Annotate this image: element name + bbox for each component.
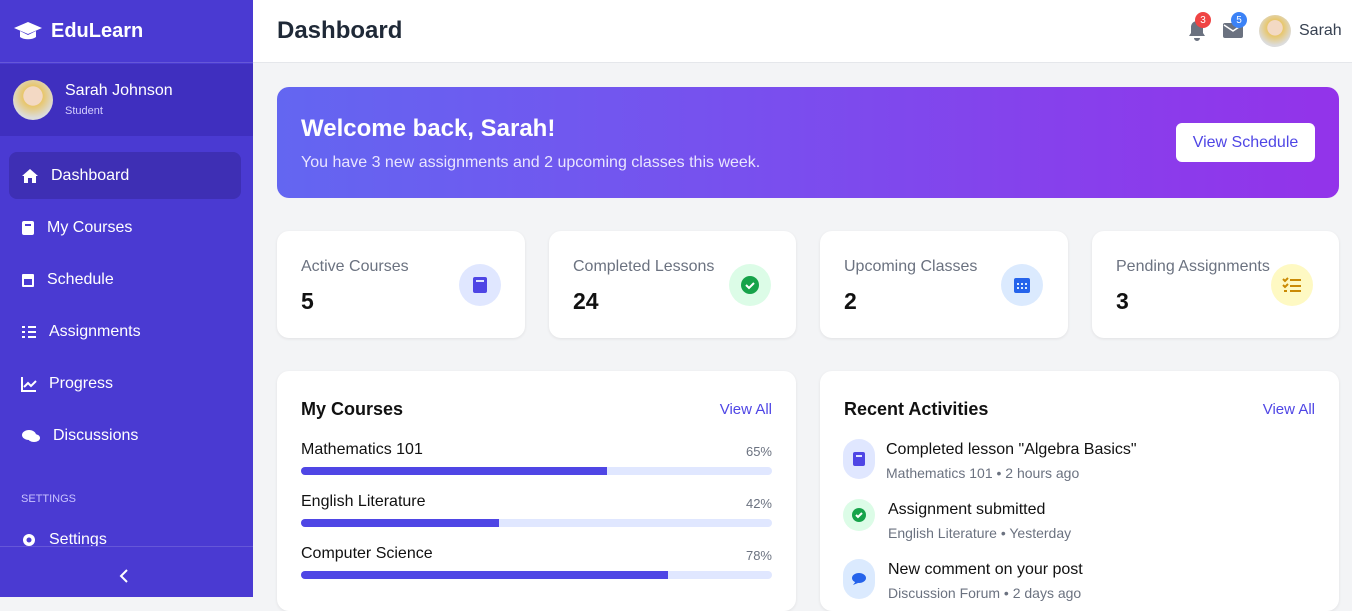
- nav-label: My Courses: [47, 218, 133, 236]
- brand-icon: [14, 22, 42, 40]
- progress-track: [301, 467, 772, 475]
- message-badge: 5: [1231, 12, 1247, 28]
- activity-icon: [843, 439, 875, 479]
- notification-badge: 3: [1195, 12, 1211, 28]
- page-title: Dashboard: [277, 17, 403, 44]
- progress-bar: [301, 519, 499, 527]
- activity-meta: Mathematics 101 • 2 hours ago: [886, 465, 1080, 481]
- course-name: English Literature: [301, 493, 426, 510]
- activity-icon: [843, 559, 875, 599]
- section-label: SETTINGS: [21, 493, 77, 505]
- nav-label: Assignments: [49, 322, 141, 340]
- brand[interactable]: EduLearn: [0, 0, 253, 63]
- view-all-link[interactable]: View All: [719, 401, 772, 418]
- welcome-banner: Welcome back, Sarah! You have 3 new assi…: [277, 87, 1339, 198]
- icon: [22, 220, 34, 235]
- icon: [22, 325, 36, 338]
- nav-label: Discussions: [53, 426, 139, 444]
- stat-icon: [729, 264, 771, 306]
- nav-label: Settings: [49, 530, 107, 548]
- collapse-icon: [119, 569, 128, 583]
- courses-card: My Courses View All Mathematics 101 65% En…: [277, 371, 796, 611]
- stat-label: Upcoming Classes: [844, 258, 978, 275]
- stat-label: Active Courses: [301, 258, 409, 275]
- stat-card: Completed Lessons 24: [549, 231, 796, 338]
- icon: [21, 376, 37, 392]
- nav-label: Progress: [49, 374, 114, 392]
- activity-title: Assignment submitted: [888, 501, 1046, 518]
- card-title: Recent Activities: [844, 399, 989, 419]
- stat-card: Upcoming Classes 2: [820, 231, 1068, 338]
- stat-label: Completed Lessons: [573, 258, 715, 275]
- stat-icon: [459, 264, 501, 306]
- progress-bar: [301, 467, 608, 475]
- user-name[interactable]: Sarah: [1299, 22, 1342, 39]
- brand-name: EduLearn: [51, 19, 144, 42]
- stat-value: 2: [844, 288, 857, 314]
- user-role: Student: [65, 105, 103, 117]
- icon: [22, 168, 38, 183]
- progress-track: [301, 519, 772, 527]
- nav-label: Schedule: [47, 270, 114, 288]
- course-name: Computer Science: [301, 545, 433, 562]
- progress-track: [301, 571, 772, 579]
- stat-value: 5: [301, 288, 314, 314]
- course-progress-label: 78%: [745, 548, 772, 563]
- stat-value: 24: [573, 288, 599, 314]
- course-progress-label: 42%: [745, 496, 772, 511]
- nav-item[interactable]: My Courses: [9, 204, 241, 251]
- nav-item[interactable]: Discussions: [9, 412, 241, 459]
- activity-meta: Discussion Forum • 2 days ago: [888, 585, 1082, 601]
- activity-meta: English Literature • Yesterday: [888, 525, 1072, 541]
- stat-value: 3: [1116, 288, 1129, 314]
- icon: [22, 429, 40, 442]
- card-title: My Courses: [301, 399, 404, 419]
- course-name: Mathematics 101: [301, 441, 423, 458]
- user-panel: Sarah Johnson Student: [0, 64, 253, 136]
- activity-title: Completed lesson "Algebra Basics": [886, 441, 1137, 458]
- banner-title: Welcome back, Sarah!: [301, 115, 556, 142]
- nav-item[interactable]: Dashboard: [9, 152, 241, 199]
- activity-icon: [843, 499, 875, 531]
- banner-text: You have 3 new assignments and 2 upcomin…: [301, 154, 761, 171]
- nav-item[interactable]: Schedule: [9, 256, 241, 303]
- stat-icon: [1271, 264, 1313, 306]
- progress-bar: [301, 571, 669, 579]
- nav-item[interactable]: Progress: [9, 360, 241, 407]
- avatar[interactable]: [1259, 15, 1291, 47]
- view-all-link[interactable]: View All: [1262, 401, 1315, 418]
- collapse-bar[interactable]: [0, 546, 253, 597]
- icon: [22, 273, 34, 287]
- stat-icon: [1001, 264, 1043, 306]
- header: Dashboard 3 5 Sarah: [253, 0, 1352, 63]
- nav-item[interactable]: Assignments: [9, 308, 241, 355]
- stat-card: Pending Assignments 3: [1092, 231, 1339, 338]
- activity-title: New comment on your post: [888, 561, 1083, 578]
- nav-label: Dashboard: [51, 166, 130, 184]
- schedule-button[interactable]: View Schedule: [1176, 123, 1315, 162]
- icon: [23, 533, 35, 546]
- avatar: [13, 80, 53, 120]
- nav-item[interactable]: Settings: [9, 516, 241, 563]
- stat-card: Active Courses 5: [277, 231, 525, 338]
- sidebar: EduLearn Sarah Johnson Student Dashboard…: [0, 0, 253, 597]
- course-progress-label: 65%: [745, 444, 772, 459]
- user-name: Sarah Johnson: [65, 82, 173, 99]
- activities-card: Recent Activities View All Completed les…: [820, 371, 1339, 611]
- stat-label: Pending Assignments: [1116, 258, 1270, 275]
